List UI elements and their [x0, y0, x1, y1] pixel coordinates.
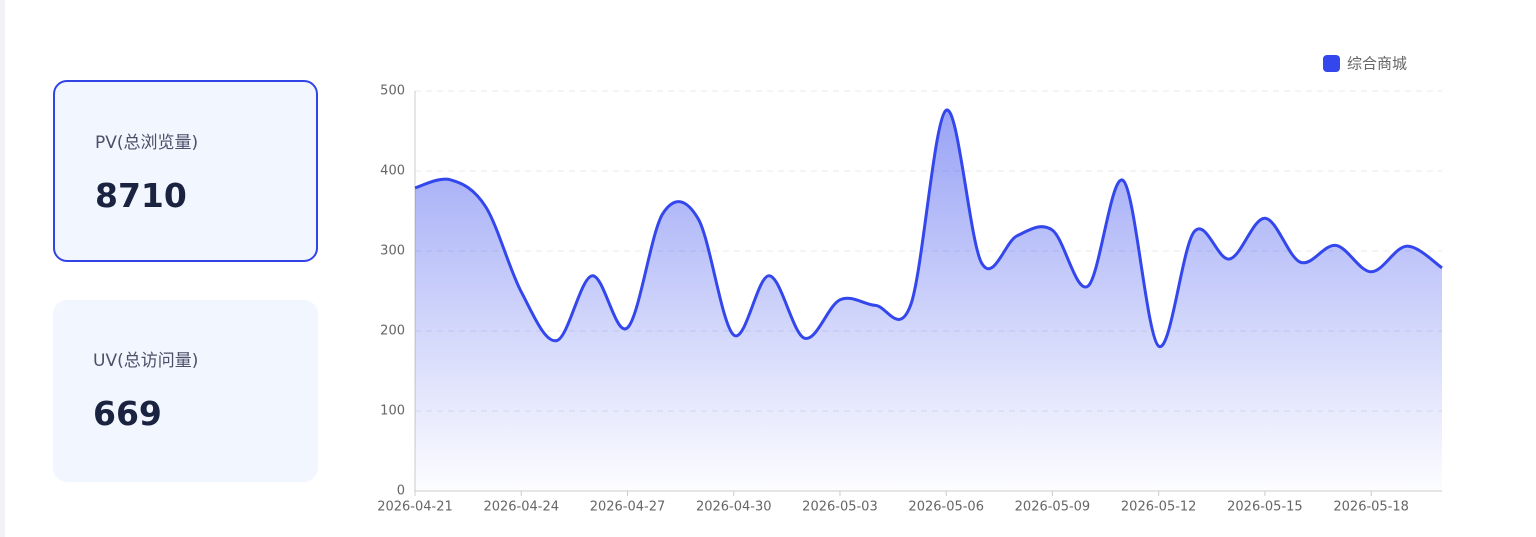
- y-tick-label: 200: [380, 324, 405, 339]
- x-tick-label: 2026-05-03: [802, 500, 878, 515]
- x-tick-label: 2026-05-09: [1015, 500, 1091, 515]
- y-tick-label: 0: [397, 484, 405, 499]
- x-tick-label: 2026-04-21: [377, 500, 453, 515]
- card-label: PV(总浏览量): [95, 133, 199, 153]
- card-value: 669: [93, 394, 162, 433]
- card-label: UV(总访问量): [93, 351, 199, 371]
- area: [415, 109, 1442, 491]
- stat-card[interactable]: PV(总浏览量) 8710: [53, 80, 318, 262]
- y-tick-label: 500: [380, 84, 405, 99]
- y-tick-label: 100: [380, 404, 405, 419]
- x-tick-label: 2026-05-06: [908, 500, 984, 515]
- x-tick-label: 2026-04-24: [483, 500, 559, 515]
- stat-card[interactable]: UV(总访问量) 669: [53, 300, 318, 482]
- x-tick-label: 2026-04-30: [696, 500, 772, 515]
- x-tick-label: 2026-05-12: [1121, 500, 1197, 515]
- y-tick-label: 300: [380, 244, 405, 259]
- line: [414, 108, 1443, 348]
- x-tick-label: 2026-05-18: [1333, 500, 1409, 515]
- legend-swatch: [1323, 55, 1340, 72]
- y-tick-label: 400: [380, 164, 405, 179]
- card-value: 8710: [95, 176, 187, 215]
- x-tick-label: 2026-04-27: [590, 500, 666, 515]
- x-tick-label: 2026-05-15: [1227, 500, 1303, 515]
- legend-label: 综合商城: [1347, 55, 1407, 73]
- side-strip: [0, 0, 5, 537]
